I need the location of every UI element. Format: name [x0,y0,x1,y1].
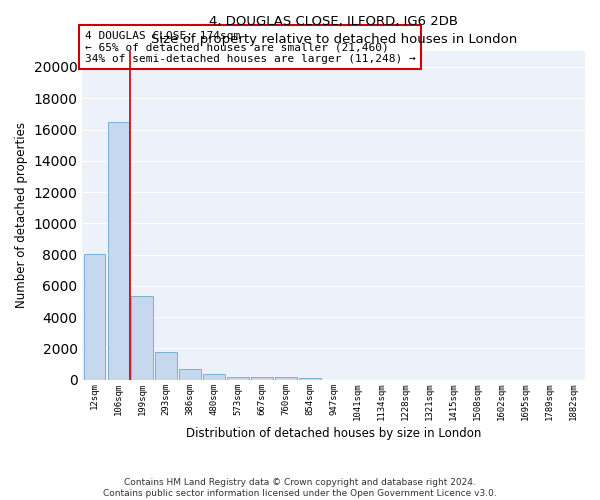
Text: Contains HM Land Registry data © Crown copyright and database right 2024.
Contai: Contains HM Land Registry data © Crown c… [103,478,497,498]
Bar [179,369,201,380]
Bar [203,374,225,380]
Y-axis label: Number of detached properties: Number of detached properties [15,122,28,308]
Bar [131,296,153,380]
Bar [155,352,177,380]
X-axis label: Distribution of detached houses by size in London: Distribution of detached houses by size … [186,427,481,440]
Bar [299,378,320,380]
Bar [251,377,272,380]
Bar [275,378,296,380]
Bar [83,254,105,380]
Title: 4, DOUGLAS CLOSE, ILFORD, IG6 2DB
Size of property relative to detached houses i: 4, DOUGLAS CLOSE, ILFORD, IG6 2DB Size o… [151,15,517,46]
Bar [107,122,129,380]
Text: 4 DOUGLAS CLOSE: 174sqm
← 65% of detached houses are smaller (21,460)
34% of sem: 4 DOUGLAS CLOSE: 174sqm ← 65% of detache… [85,30,416,64]
Bar [227,376,249,380]
